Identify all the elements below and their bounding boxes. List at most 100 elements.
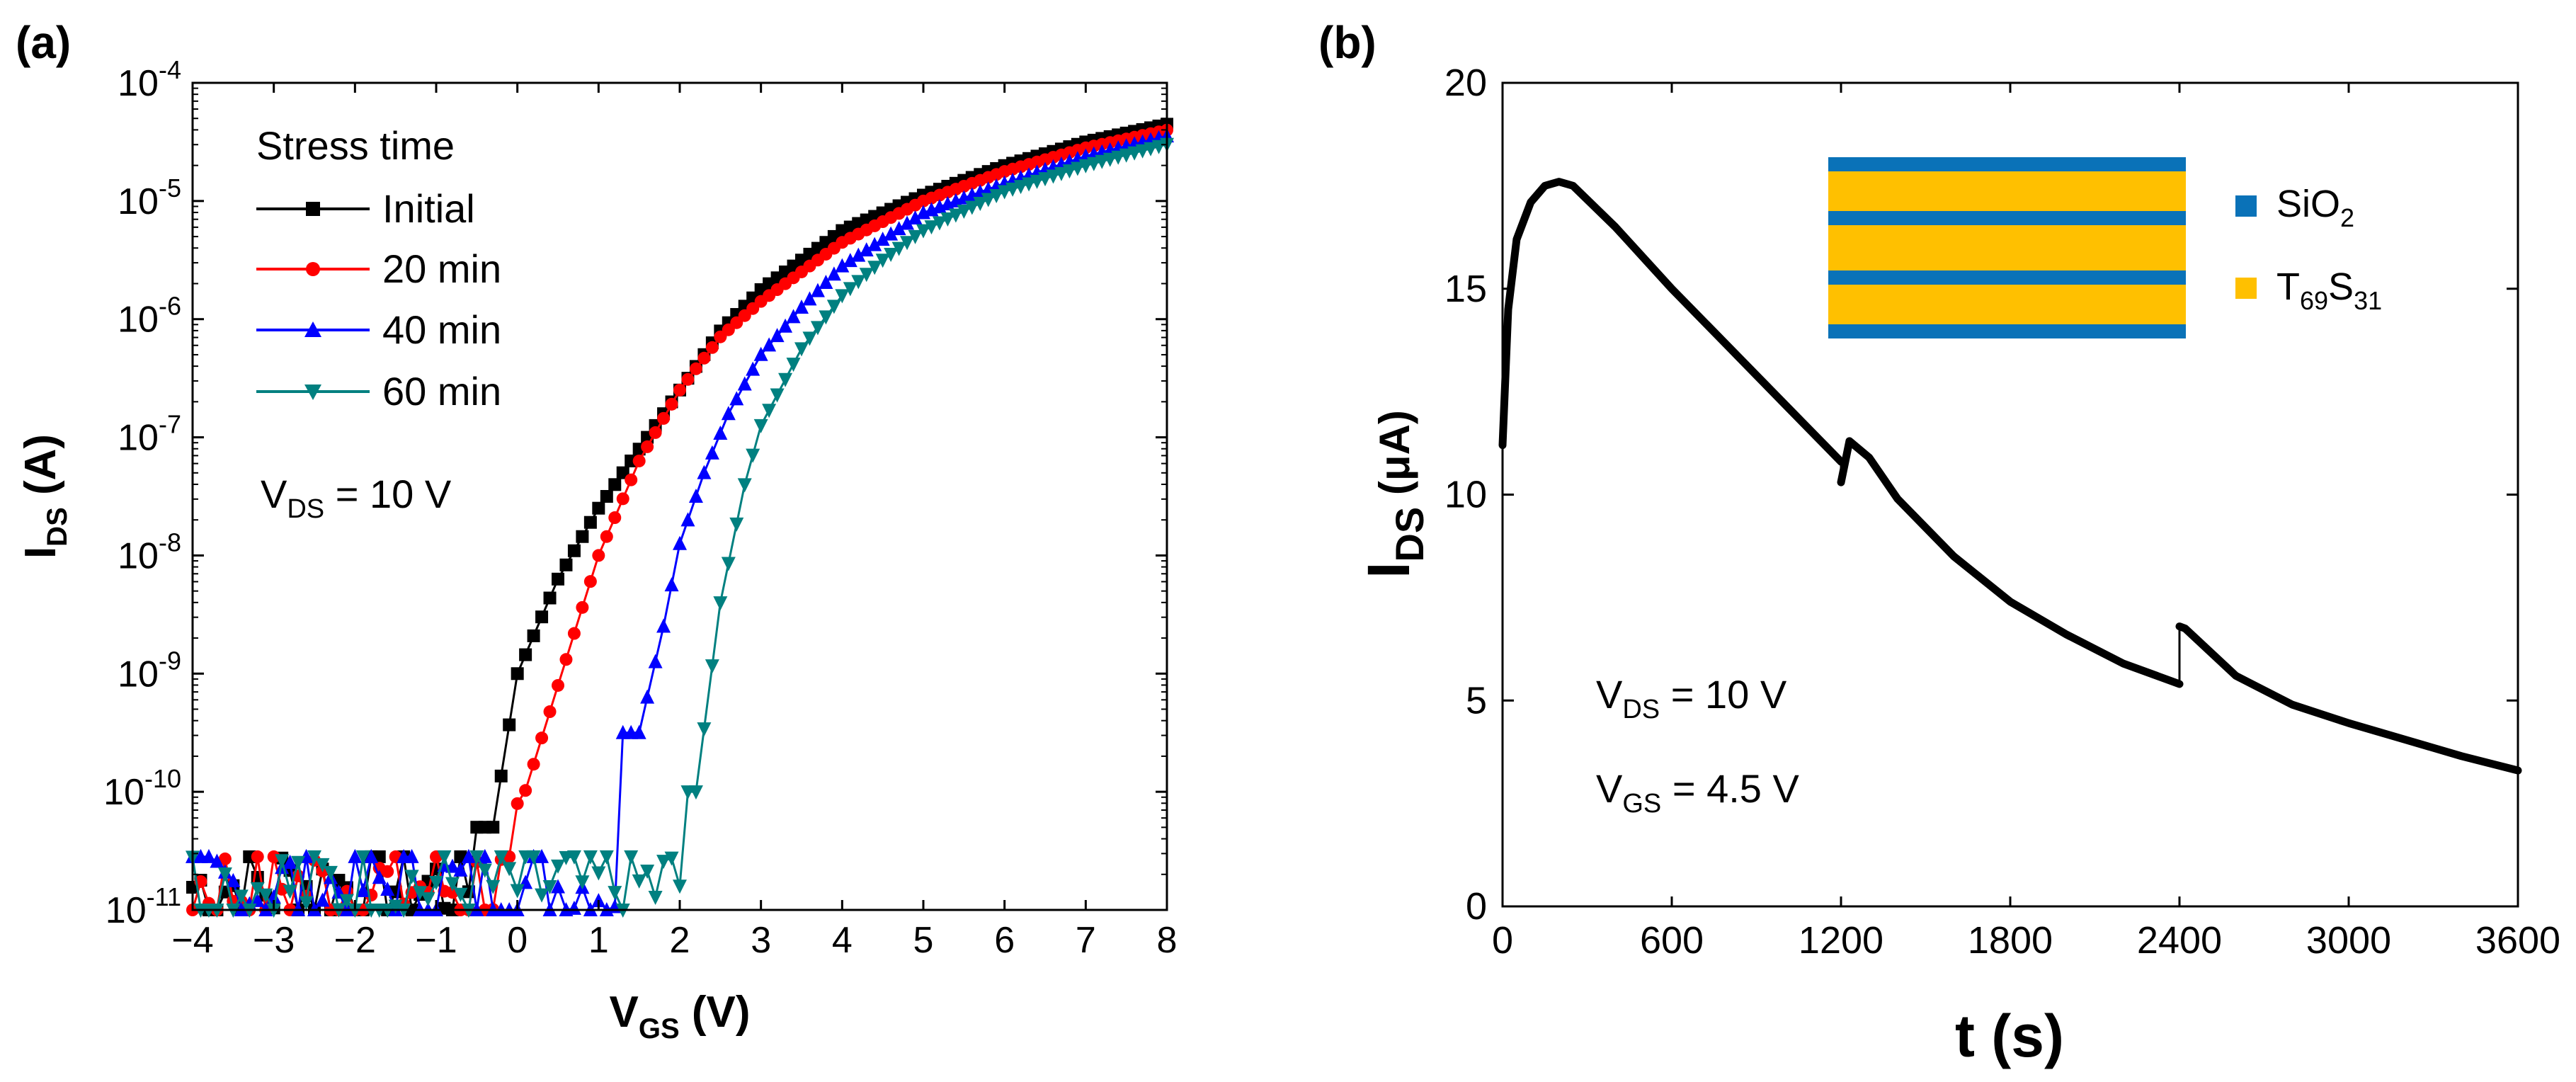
x-tick-label-a: 4 [832,920,853,961]
y-tick-label-b: 20 [1444,62,1487,104]
y-tick-label-b: 10 [1444,474,1487,516]
data-point [592,501,605,515]
sio2-layer [1828,211,2186,225]
data-point [576,600,589,614]
data-point [576,530,589,543]
series-line [191,129,1168,913]
legend-a-entry: 60 min [256,369,501,414]
data-point [826,266,841,281]
data-point [551,859,565,874]
data-point [729,391,744,406]
data-point [421,892,435,907]
data-point [859,268,874,283]
data-point [404,870,419,884]
data-point [721,557,736,571]
data-point [688,489,703,503]
data-point [721,406,736,421]
data-point [770,388,785,403]
data-point [664,851,679,866]
data-point [649,426,662,439]
data-point [1111,150,1126,165]
data-point [388,899,403,914]
data-point [802,331,817,346]
data-point [218,852,232,865]
data-point [542,879,557,894]
data-point [355,882,370,897]
data-point [307,850,321,865]
legend-a: Stress time Initial 20 min 40 min 60 min [256,123,501,414]
series-20min [186,123,1173,916]
data-point [656,618,671,633]
data-point [315,858,330,872]
data-point [250,882,265,896]
legend-a-entry: Initial [256,186,475,231]
data-point [786,358,801,372]
data-point [640,865,655,879]
data-point [867,237,882,251]
data-point [1119,148,1134,163]
data-point [843,253,857,268]
x-axis-label-a: VGS (V) [609,988,750,1044]
legend-label-20min: 20 min [382,246,501,291]
data-point [688,785,703,800]
data-point [583,850,598,865]
data-point [381,865,394,878]
data-point [1086,156,1101,171]
data-point [1022,177,1037,192]
data-point [1054,166,1068,181]
data-point [527,758,540,771]
y-tick-label-a: 10-8 [118,528,181,576]
data-point [697,351,711,365]
data-point [552,678,564,692]
data-point [964,200,979,215]
y-tick-label-b: 15 [1444,268,1487,310]
data-point [908,210,923,225]
legend-b: SiO2 T69S31 [2235,183,2382,315]
data-point [762,337,777,352]
data-point [810,283,825,297]
y-tick-label-b: 0 [1466,885,1487,928]
legend-marker-40min [304,321,321,337]
data-point [640,689,655,704]
data-point [705,341,719,354]
legend-label-initial: Initial [382,186,475,231]
data-point [705,659,719,674]
series-40min [186,128,1174,916]
legend-swatch-tes [2235,278,2257,299]
data-point [867,261,882,275]
data-point [291,855,306,870]
annotation-vgs-b: VGS = 4.5 V [1596,766,1799,819]
data-point [916,224,930,239]
data-point [924,220,939,235]
data-point [908,229,923,244]
x-tick-label-b: 3600 [2475,919,2560,962]
transfer-curve-chart: −4 −3 −2 −1 0 1 2 3 4 5 6 7 8 10-11 10-10 10-9 10-8 10-7 1… [16,55,1177,1044]
legend-a-title: Stress time [256,123,455,168]
data-point [835,289,850,304]
data-point [600,530,613,543]
data-point [429,875,443,890]
data-point [283,884,297,899]
legend-marker-initial [306,202,320,216]
data-point [656,855,671,870]
data-point [851,247,866,262]
data-point [510,884,525,899]
data-point [453,887,468,902]
data-point [567,544,581,557]
x-tick-label-a: −1 [415,920,457,961]
legend-label-40min: 40 min [382,307,501,352]
data-point [608,886,622,901]
data-point [559,653,573,666]
data-point [1046,169,1061,184]
x-tick-label-b: 3000 [2306,919,2391,962]
data-point [461,848,476,863]
data-point [526,850,541,865]
data-point [843,282,857,297]
data-point [989,189,1004,204]
data-point [1038,172,1052,187]
data-point [566,850,581,865]
y-tick-label-a: 10-4 [118,55,181,104]
data-point [1151,139,1166,154]
plot-b-ticks: 0 600 1200 1800 2400 3000 3600 0 5 10 15 20 [1444,62,2560,962]
data-point [665,397,678,411]
